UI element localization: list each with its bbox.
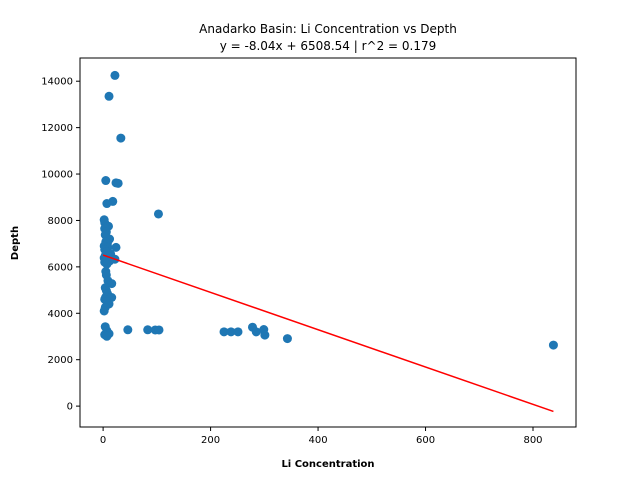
data-point (226, 327, 236, 337)
x-tick-label: 200 (201, 435, 220, 446)
data-point (251, 327, 261, 337)
data-point (548, 340, 558, 350)
y-tick-label: 8000 (48, 216, 73, 227)
data-point (102, 259, 112, 269)
x-tick-label: 600 (416, 435, 435, 446)
y-tick-label: 6000 (48, 262, 73, 273)
data-point (104, 91, 114, 101)
data-point (282, 334, 292, 344)
y-tick-label: 0 (67, 402, 73, 413)
chart-subtitle: y = -8.04x + 6508.54 | r^2 = 0.179 (220, 39, 437, 53)
data-point (233, 327, 243, 337)
y-tick-label: 12000 (41, 123, 73, 134)
data-point (123, 325, 133, 335)
x-tick-label: 0 (100, 435, 106, 446)
plot-area: 0 200 400 600 800020004000600080001000012000… (41, 70, 558, 446)
plot-frame (79, 57, 577, 428)
data-point (153, 209, 163, 219)
data-point (107, 279, 117, 289)
y-tick-label: 14000 (41, 77, 73, 88)
data-point (102, 199, 112, 209)
data-point (99, 306, 109, 316)
regression-line (102, 254, 554, 413)
x-axis-title: Li Concentration (281, 459, 374, 470)
y-tick-label: 2000 (48, 355, 73, 366)
x-tick-label: 800 (523, 435, 542, 446)
data-point (110, 70, 120, 80)
x-tick-label: 400 (309, 435, 328, 446)
data-point (102, 331, 112, 341)
data-point (116, 133, 126, 143)
data-point (101, 176, 111, 186)
y-tick-label: 10000 (41, 170, 73, 181)
data-point (113, 178, 123, 188)
y-axis-title: Depth (10, 226, 21, 260)
data-point (154, 325, 164, 335)
data-point (143, 325, 153, 335)
data-point (260, 330, 270, 340)
chart-title: Anadarko Basin: Li Concentration vs Dept… (199, 22, 457, 36)
y-tick-label: 4000 (48, 309, 73, 320)
data-point (219, 327, 229, 337)
data-point (111, 242, 121, 252)
